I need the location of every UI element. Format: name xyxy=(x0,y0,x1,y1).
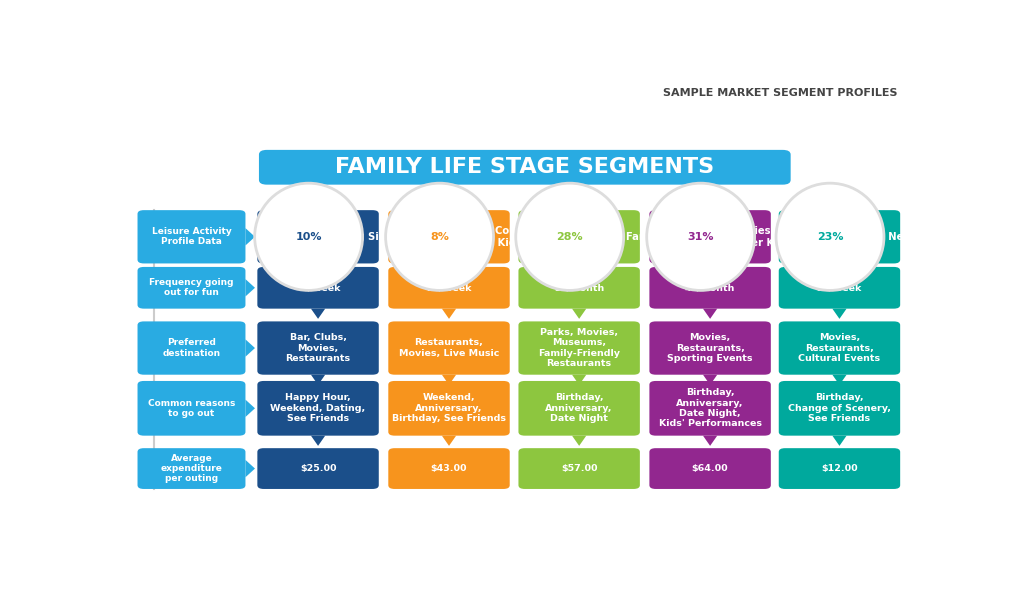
FancyBboxPatch shape xyxy=(259,150,791,185)
FancyBboxPatch shape xyxy=(257,381,379,436)
Polygon shape xyxy=(833,374,847,385)
Text: $43.00: $43.00 xyxy=(431,464,467,473)
Text: Restaurants,
Movies, Live Music: Restaurants, Movies, Live Music xyxy=(398,338,499,358)
FancyBboxPatch shape xyxy=(388,448,510,489)
Polygon shape xyxy=(572,309,587,319)
Text: SAMPLE MARKET SEGMENT PROFILES: SAMPLE MARKET SEGMENT PROFILES xyxy=(664,88,898,99)
Polygon shape xyxy=(442,309,456,319)
Text: Empty Nesters: Empty Nesters xyxy=(850,232,932,242)
Text: Birthday,
Anniversary,
Date Night,
Kids' Performances: Birthday, Anniversary, Date Night, Kids'… xyxy=(658,388,762,429)
Ellipse shape xyxy=(647,183,755,290)
Text: Bar, Clubs,
Movies,
Restaurants: Bar, Clubs, Movies, Restaurants xyxy=(286,333,350,363)
Text: Birthday,
Anniversary,
Date Night: Birthday, Anniversary, Date Night xyxy=(546,393,613,423)
Ellipse shape xyxy=(386,183,494,290)
Polygon shape xyxy=(833,309,847,319)
Text: 4x/Month: 4x/Month xyxy=(685,284,735,293)
Polygon shape xyxy=(311,309,326,319)
Ellipse shape xyxy=(776,183,884,290)
FancyBboxPatch shape xyxy=(649,381,771,436)
Text: Weekend,
Anniversary,
Birthday, See Friends: Weekend, Anniversary, Birthday, See Frie… xyxy=(392,393,506,423)
FancyBboxPatch shape xyxy=(137,210,246,264)
Polygon shape xyxy=(246,279,255,296)
Text: 10%: 10% xyxy=(295,232,322,242)
Text: $57.00: $57.00 xyxy=(561,464,597,473)
FancyBboxPatch shape xyxy=(778,210,900,264)
Text: Movies,
Restaurants,
Sporting Events: Movies, Restaurants, Sporting Events xyxy=(668,333,753,363)
Text: Young Singles: Young Singles xyxy=(330,232,409,242)
Polygon shape xyxy=(442,436,456,446)
Polygon shape xyxy=(311,436,326,446)
FancyBboxPatch shape xyxy=(257,321,379,374)
FancyBboxPatch shape xyxy=(778,381,900,436)
Polygon shape xyxy=(311,374,326,385)
Text: Parks, Movies,
Museums,
Family-Friendly
Restaurants: Parks, Movies, Museums, Family-Friendly … xyxy=(539,328,621,368)
Polygon shape xyxy=(572,374,587,385)
FancyBboxPatch shape xyxy=(137,321,246,374)
FancyBboxPatch shape xyxy=(388,321,510,374)
Ellipse shape xyxy=(516,183,624,290)
Text: $64.00: $64.00 xyxy=(692,464,728,473)
Text: Movies,
Restaurants,
Cultural Events: Movies, Restaurants, Cultural Events xyxy=(799,333,881,363)
FancyBboxPatch shape xyxy=(388,210,510,264)
Polygon shape xyxy=(702,436,717,446)
Polygon shape xyxy=(246,228,255,246)
Text: 31%: 31% xyxy=(687,232,714,242)
Text: $12.00: $12.00 xyxy=(821,464,858,473)
Text: Average
expenditure
per outing: Average expenditure per outing xyxy=(161,454,222,483)
Text: FAMILY LIFE STAGE SEGMENTS: FAMILY LIFE STAGE SEGMENTS xyxy=(335,157,715,177)
Text: Happy Hour,
Weekend, Dating,
See Friends: Happy Hour, Weekend, Dating, See Friends xyxy=(270,393,366,423)
FancyBboxPatch shape xyxy=(649,210,771,264)
FancyBboxPatch shape xyxy=(257,267,379,309)
Text: Frequency going
out for fun: Frequency going out for fun xyxy=(150,278,233,297)
Text: 23%: 23% xyxy=(817,232,844,242)
Polygon shape xyxy=(246,400,255,417)
FancyBboxPatch shape xyxy=(518,448,640,489)
Text: Common reasons
to go out: Common reasons to go out xyxy=(147,399,236,418)
Text: Preferred
destination: Preferred destination xyxy=(163,338,220,358)
FancyBboxPatch shape xyxy=(518,381,640,436)
FancyBboxPatch shape xyxy=(649,321,771,374)
FancyBboxPatch shape xyxy=(137,267,246,309)
Text: 8%: 8% xyxy=(430,232,449,242)
Text: 4x/Week: 4x/Week xyxy=(295,284,341,293)
Text: Young Families: Young Families xyxy=(588,232,673,242)
Polygon shape xyxy=(833,436,847,446)
FancyBboxPatch shape xyxy=(649,267,771,309)
Text: 2x/Week: 2x/Week xyxy=(426,284,472,293)
Text: 3x/Week: 3x/Week xyxy=(817,284,862,293)
Polygon shape xyxy=(246,460,255,477)
FancyBboxPatch shape xyxy=(257,448,379,489)
FancyBboxPatch shape xyxy=(518,267,640,309)
Text: Families with
Older Kids: Families with Older Kids xyxy=(724,226,799,247)
FancyBboxPatch shape xyxy=(137,381,246,436)
Text: 3x/Month: 3x/Month xyxy=(554,284,604,293)
Text: Leisure Activity
Profile Data: Leisure Activity Profile Data xyxy=(152,227,231,246)
Text: $25.00: $25.00 xyxy=(300,464,336,473)
FancyBboxPatch shape xyxy=(137,448,246,489)
FancyBboxPatch shape xyxy=(257,210,379,264)
FancyBboxPatch shape xyxy=(649,448,771,489)
FancyBboxPatch shape xyxy=(388,267,510,309)
Polygon shape xyxy=(702,374,717,385)
FancyBboxPatch shape xyxy=(778,267,900,309)
Ellipse shape xyxy=(255,183,362,290)
Text: Young Couples,
No Kids: Young Couples, No Kids xyxy=(457,226,544,247)
FancyBboxPatch shape xyxy=(778,448,900,489)
Text: Birthday,
Change of Scenery,
See Friends: Birthday, Change of Scenery, See Friends xyxy=(787,393,891,423)
Polygon shape xyxy=(702,309,717,319)
FancyBboxPatch shape xyxy=(518,321,640,374)
Polygon shape xyxy=(246,340,255,357)
Polygon shape xyxy=(442,374,456,385)
FancyBboxPatch shape xyxy=(778,321,900,374)
Polygon shape xyxy=(572,436,587,446)
FancyBboxPatch shape xyxy=(388,381,510,436)
FancyBboxPatch shape xyxy=(518,210,640,264)
Text: 28%: 28% xyxy=(556,232,583,242)
